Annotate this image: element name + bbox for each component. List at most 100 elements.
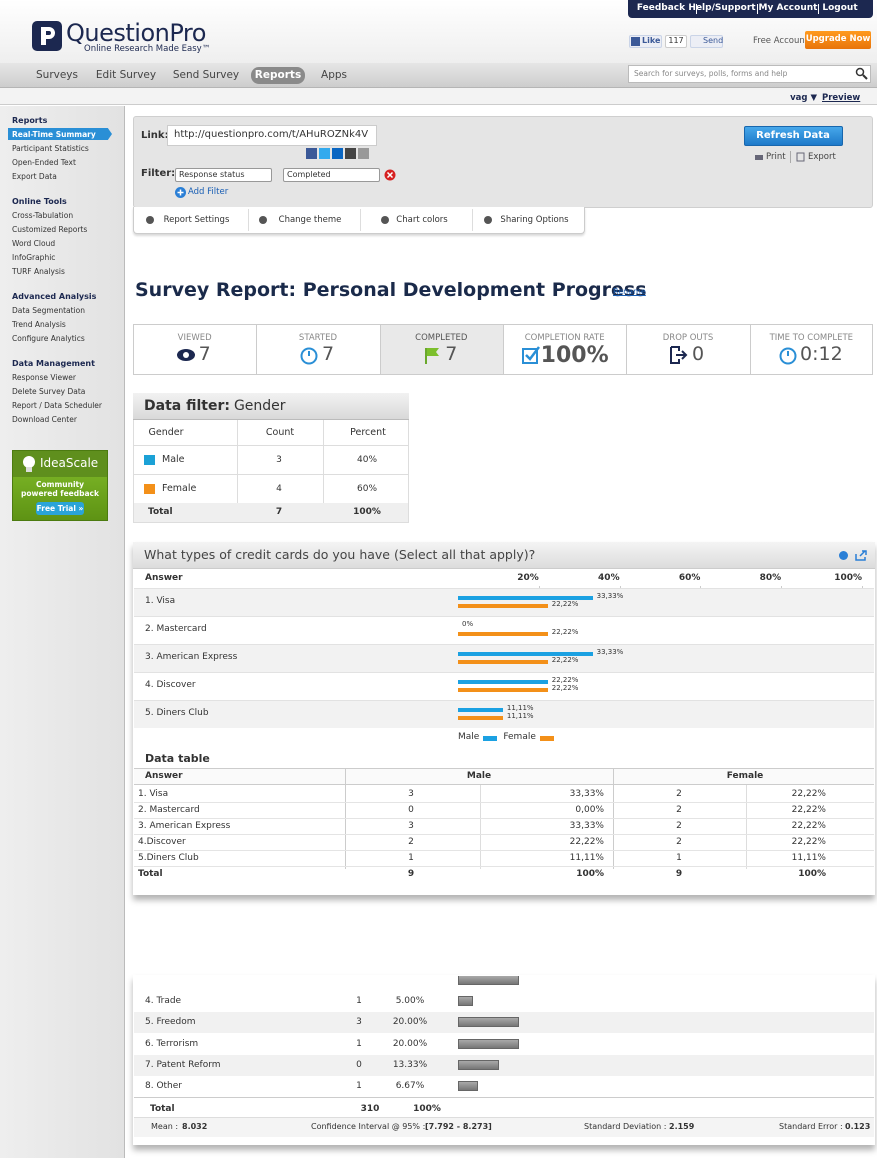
user-menu[interactable]: vag ▼ [790, 93, 817, 103]
share-icon[interactable] [345, 148, 356, 159]
top-link[interactable]: My Account [758, 3, 818, 13]
print[interactable]: Print [766, 152, 786, 162]
promo-button[interactable] [36, 502, 84, 515]
nav-item[interactable]: Edit Survey [95, 69, 157, 81]
upgrade-button[interactable] [805, 31, 871, 49]
cell: 22,22% [791, 837, 826, 847]
tab-icon [258, 215, 268, 225]
legend-label: Male [458, 732, 480, 742]
category-label: 4. Discover [145, 680, 196, 690]
sidebar-link[interactable]: Data Segmentation [12, 306, 86, 315]
filter-field-label[interactable]: Response status [179, 170, 245, 179]
bar [458, 604, 548, 608]
like-count-box [665, 35, 687, 48]
add-filter[interactable]: Add Filter [188, 187, 229, 197]
share-icon[interactable] [319, 148, 330, 159]
x-tick [700, 586, 702, 588]
sidebar-link[interactable]: Response Viewer [12, 373, 76, 382]
preview-link[interactable]: Preview [822, 93, 861, 103]
bar-top-clip [458, 976, 519, 985]
nav-item[interactable]: Reports [254, 69, 302, 81]
total-cell: Total [148, 507, 173, 517]
table-header [134, 768, 874, 785]
sidebar-link[interactable]: InfoGraphic [12, 253, 56, 262]
bar [458, 1038, 519, 1049]
tab[interactable]: Change theme [278, 215, 342, 225]
sidebar-link[interactable]: Export Data [12, 172, 57, 181]
sidebar-link[interactable]: Trend Analysis [12, 320, 66, 329]
sidebar-link[interactable]: Configure Analytics [12, 334, 85, 343]
sidebar-link[interactable]: Report / Data Scheduler [12, 401, 102, 410]
tab-icon [380, 215, 390, 225]
bar [458, 660, 548, 664]
like[interactable]: Like [642, 36, 661, 45]
total-row [134, 503, 408, 522]
value-label: 22,22% [551, 656, 579, 664]
sidebar-link[interactable]: Delete Survey Data [12, 387, 86, 396]
sidebar-link[interactable]: Participant Statistics [12, 144, 89, 153]
stats-sep [503, 325, 504, 374]
column-header: Answer [145, 771, 183, 781]
x-tick [619, 586, 621, 588]
rename[interactable]: Rename [613, 287, 646, 296]
share-icon[interactable] [358, 148, 369, 159]
sidebar-link[interactable]: Word Cloud [12, 239, 56, 248]
nav-item[interactable]: Surveys [36, 69, 78, 81]
legend-swatch [483, 736, 498, 741]
summary-label: Standard Error : [779, 1122, 843, 1131]
summary-value: 8.032 [182, 1122, 208, 1131]
top-link[interactable]: Feedback [636, 3, 686, 13]
filter-value[interactable] [283, 168, 380, 182]
sidebar-active [8, 128, 112, 140]
sidebar-link[interactable]: Cross-Tabulation [12, 211, 74, 220]
send[interactable]: Send [703, 36, 724, 45]
summary-value: [7.792 - 8.273] [425, 1122, 492, 1131]
cell: 1 [356, 1081, 362, 1092]
nav-item[interactable]: Apps [321, 69, 347, 81]
x-tick-label: 40% [598, 573, 620, 583]
share-icon[interactable] [306, 148, 317, 159]
nav-item[interactable]: Send Survey [172, 69, 240, 81]
filter-col-sep [237, 420, 238, 503]
sidebar [0, 106, 125, 1158]
link-url[interactable]: http://questionpro.com/t/AHuROZNk4V [174, 129, 369, 140]
promo-button-label[interactable]: Free Trial » [36, 504, 84, 513]
share-icon[interactable] [332, 148, 343, 159]
cell: 33,33% [569, 821, 604, 831]
upgrade[interactable]: Upgrade Now [805, 34, 871, 44]
cell: 33,33% [569, 789, 604, 799]
cell: 4.Discover [138, 837, 186, 847]
nav-active [251, 67, 305, 84]
filter-value-label[interactable]: Completed [287, 170, 331, 179]
tagline: Online Research Made Easy™ [84, 44, 211, 54]
stats-sep [379, 325, 381, 374]
sidebar-link[interactable]: TURF Analysis [12, 267, 65, 276]
tab[interactable]: Report Settings [163, 215, 230, 225]
sidebar-link[interactable]: Real-Time Summary [12, 130, 96, 139]
search-icon [855, 67, 868, 80]
sidebar-link[interactable]: Download Center [12, 415, 77, 424]
cell: 3. American Express [138, 821, 231, 831]
col-sep [746, 785, 747, 869]
filter-field[interactable] [175, 168, 272, 182]
value-label: 22,22% [551, 628, 579, 636]
export[interactable]: Export [808, 152, 836, 162]
top-link[interactable]: Logout [822, 3, 858, 13]
fb-icon [631, 37, 640, 46]
value-label: 22,22% [551, 676, 579, 684]
sidebar-link[interactable]: Open-Ended Text [12, 158, 76, 167]
search-placeholder[interactable]: Search for surveys, polls, forms and hel… [634, 69, 788, 78]
refresh-button[interactable] [744, 126, 843, 146]
legend-label: Female [503, 732, 536, 742]
top-link[interactable]: Help/Support [688, 3, 756, 13]
sidebar-link[interactable]: Customized Reports [12, 225, 88, 234]
refresh-label[interactable]: Refresh Data [756, 130, 830, 141]
total-cell: 100% [413, 1104, 441, 1114]
x-tick-label: 60% [678, 573, 701, 583]
send-button[interactable] [690, 35, 723, 48]
bar [458, 996, 474, 1006]
cell: 2 [676, 805, 682, 815]
promo-bulb [22, 455, 36, 473]
tab[interactable]: Sharing Options [500, 215, 569, 225]
tab[interactable]: Chart colors [396, 215, 448, 225]
